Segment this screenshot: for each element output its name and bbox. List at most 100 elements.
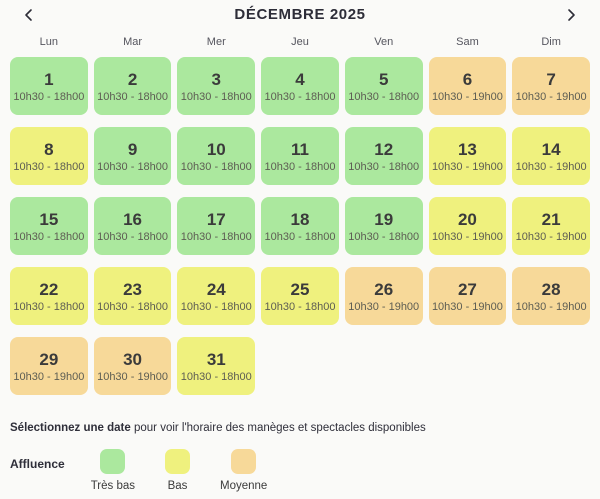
day-hours: 10h30 - 19h00 <box>431 230 503 243</box>
day-hours: 10h30 - 18h00 <box>264 160 336 173</box>
day-cell-9[interactable]: 9 10h30 - 18h00 <box>93 127 172 185</box>
legend-title: Affluence <box>10 457 65 471</box>
day-hours: 10h30 - 19h00 <box>97 370 169 383</box>
day-cell-25[interactable]: 25 10h30 - 18h00 <box>261 267 339 325</box>
day-hours: 10h30 - 18h00 <box>13 90 85 103</box>
next-month-button[interactable] <box>560 4 582 26</box>
day-cell-2[interactable]: 2 10h30 - 18h00 <box>93 57 172 115</box>
day-hours: 10h30 - 18h00 <box>13 300 85 313</box>
day-hours: 10h30 - 18h00 <box>180 160 252 173</box>
day-cell-19[interactable]: 19 10h30 - 18h00 <box>344 197 423 255</box>
day-number: 19 <box>374 209 394 229</box>
day-number: 11 <box>291 139 309 159</box>
day-hours: 10h30 - 19h00 <box>515 160 587 173</box>
legend-swatch-tres-bas <box>100 449 126 474</box>
weekday-label-mar: Mar <box>123 36 143 48</box>
day-cell-1[interactable]: 1 10h30 - 18h00 <box>10 57 88 115</box>
day-hours: 10h30 - 18h00 <box>180 370 252 383</box>
day-cell-23[interactable]: 23 10h30 - 18h00 <box>93 267 172 325</box>
day-hours: 10h30 - 18h00 <box>348 230 420 243</box>
day-hours: 10h30 - 19h00 <box>13 370 85 383</box>
affluence-legend: Affluence Très bas Bas Moyenne <box>0 449 600 492</box>
day-number: 6 <box>462 69 473 89</box>
day-hours: 10h30 - 19h00 <box>515 230 587 243</box>
legend-swatch-bas <box>165 449 190 474</box>
day-cell-29[interactable]: 29 10h30 - 19h00 <box>10 337 88 395</box>
day-hours: 10h30 - 18h00 <box>264 230 336 243</box>
day-number: 17 <box>206 209 226 229</box>
day-number: 5 <box>378 69 389 89</box>
day-hours: 10h30 - 19h00 <box>515 300 587 313</box>
day-cell-24[interactable]: 24 10h30 - 18h00 <box>177 267 256 325</box>
day-hours: 10h30 - 19h00 <box>431 90 503 103</box>
day-number: 8 <box>44 139 54 159</box>
select-date-hint: Sélectionnez une date pour voir l'horair… <box>0 422 600 434</box>
day-cell-31[interactable]: 31 10h30 - 18h00 <box>177 337 256 395</box>
day-cell-30[interactable]: 30 10h30 - 19h00 <box>93 337 172 395</box>
day-number: 12 <box>374 139 394 159</box>
day-cell-7[interactable]: 7 10h30 - 19h00 <box>512 57 590 115</box>
day-cell-22[interactable]: 22 10h30 - 18h00 <box>10 267 88 325</box>
day-hours: 10h30 - 18h00 <box>97 160 169 173</box>
day-number: 7 <box>546 69 556 89</box>
day-number: 29 <box>39 349 59 369</box>
day-number: 26 <box>374 279 394 299</box>
hint-bold-text: Sélectionnez une date <box>10 422 131 434</box>
day-number: 9 <box>127 139 138 159</box>
day-cell-17[interactable]: 17 10h30 - 18h00 <box>177 197 256 255</box>
day-cell-21[interactable]: 21 10h30 - 19h00 <box>512 197 590 255</box>
month-title: DÉCEMBRE 2025 <box>234 6 366 23</box>
day-cell-26[interactable]: 26 10h30 - 19h00 <box>344 267 423 325</box>
day-cell-14[interactable]: 14 10h30 - 19h00 <box>512 127 590 185</box>
weekday-label-dim: Dim <box>541 36 561 48</box>
day-cell-18[interactable]: 18 10h30 - 18h00 <box>261 197 339 255</box>
day-hours: 10h30 - 18h00 <box>97 230 169 243</box>
day-cell-11[interactable]: 11 10h30 - 18h00 <box>261 127 339 185</box>
day-hours: 10h30 - 18h00 <box>13 230 85 243</box>
day-hours: 10h30 - 18h00 <box>180 230 252 243</box>
day-cell-28[interactable]: 28 10h30 - 19h00 <box>512 267 590 325</box>
day-number: 21 <box>541 209 561 229</box>
day-hours: 10h30 - 18h00 <box>180 300 252 313</box>
day-cell-20[interactable]: 20 10h30 - 19h00 <box>428 197 507 255</box>
weekday-label-mer: Mer <box>206 36 226 48</box>
day-number: 27 <box>457 279 477 299</box>
day-number: 20 <box>457 209 477 229</box>
day-number: 14 <box>541 139 561 159</box>
hint-rest-text: pour voir l'horaire des manèges et spect… <box>130 422 426 434</box>
day-number: 23 <box>123 279 143 299</box>
weekday-label-sam: Sam <box>456 36 479 48</box>
day-cell-10[interactable]: 10 10h30 - 18h00 <box>177 127 256 185</box>
day-number: 18 <box>290 209 310 229</box>
day-cell-5[interactable]: 5 10h30 - 18h00 <box>344 57 423 115</box>
day-cell-16[interactable]: 16 10h30 - 18h00 <box>93 197 172 255</box>
calendar-grid: 1 10h30 - 18h00 2 10h30 - 18h00 3 10h30 - 18h… <box>0 57 600 395</box>
day-hours: 10h30 - 19h00 <box>515 90 587 103</box>
day-number: 1 <box>44 69 54 89</box>
chevron-left-icon <box>22 8 36 22</box>
day-number: 13 <box>457 139 477 159</box>
day-hours: 10h30 - 18h00 <box>348 90 420 103</box>
legend-item-tres-bas: Très bas <box>91 449 135 492</box>
day-hours: 10h30 - 19h00 <box>431 300 503 313</box>
day-hours: 10h30 - 18h00 <box>97 90 169 103</box>
day-number: 25 <box>290 279 310 299</box>
day-cell-3[interactable]: 3 10h30 - 18h00 <box>177 57 256 115</box>
day-cell-13[interactable]: 13 10h30 - 19h00 <box>428 127 507 185</box>
day-number: 28 <box>541 279 561 299</box>
day-hours: 10h30 - 19h00 <box>431 160 503 173</box>
day-cell-8[interactable]: 8 10h30 - 18h00 <box>10 127 88 185</box>
day-cell-6[interactable]: 6 10h30 - 19h00 <box>428 57 507 115</box>
day-number: 31 <box>206 349 226 369</box>
day-hours: 10h30 - 18h00 <box>13 160 85 173</box>
prev-month-button[interactable] <box>18 4 40 26</box>
day-hours: 10h30 - 18h00 <box>264 90 336 103</box>
day-number: 4 <box>295 69 305 89</box>
day-cell-12[interactable]: 12 10h30 - 18h00 <box>344 127 423 185</box>
day-cell-15[interactable]: 15 10h30 - 18h00 <box>10 197 88 255</box>
day-number: 24 <box>206 279 226 299</box>
legend-item-bas: Bas <box>165 449 190 492</box>
legend-items: Très bas Bas Moyenne <box>91 449 267 492</box>
day-cell-4[interactable]: 4 10h30 - 18h00 <box>261 57 339 115</box>
day-cell-27[interactable]: 27 10h30 - 19h00 <box>428 267 507 325</box>
